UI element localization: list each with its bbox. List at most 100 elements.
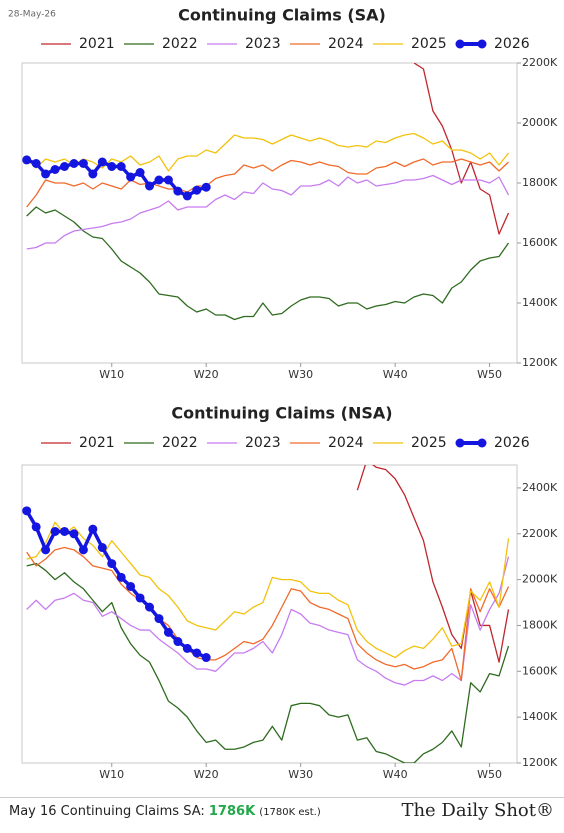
legend-label: 2024 (328, 435, 364, 451)
y-tick-label: 2000K (522, 116, 558, 129)
series-marker (69, 529, 79, 539)
series-line (26, 158, 509, 208)
chart-title: Continuing Claims (NSA) (171, 404, 392, 423)
legend-item: 2026 (455, 435, 530, 451)
x-tick-label: W10 (99, 768, 124, 781)
legend-marker (477, 39, 487, 49)
y-tick-label: 1800K (522, 176, 558, 189)
legend-label: 2025 (411, 36, 447, 52)
legend-item: 2023 (207, 36, 281, 52)
legend-item: 2022 (124, 36, 198, 52)
legend-item: 2023 (207, 435, 281, 451)
plot-area (22, 465, 510, 763)
series-marker (60, 526, 70, 536)
legend-label: 2026 (494, 36, 530, 52)
series-marker (182, 191, 192, 201)
y-tick-label: 2200K (522, 527, 558, 540)
series-marker (107, 559, 117, 569)
legend-item: 2026 (455, 36, 530, 52)
legend-item: 2021 (41, 36, 115, 52)
x-tick-label: W50 (477, 768, 502, 781)
series-marker (22, 506, 32, 516)
series-marker (116, 572, 126, 582)
x-tick-label: W20 (194, 768, 219, 781)
legend-label: 2023 (245, 36, 281, 52)
footer-note: (1780K est.) (259, 807, 321, 818)
series-marker (192, 648, 202, 658)
series-marker (126, 172, 136, 182)
legend-label: 2022 (162, 435, 198, 451)
chart-title: Continuing Claims (SA) (178, 6, 386, 25)
legend-item: 2024 (290, 36, 364, 52)
legend-label: 2026 (494, 435, 530, 451)
series-marker (97, 157, 107, 167)
series-marker (41, 169, 51, 179)
legend-item: 2025 (373, 36, 447, 52)
series-line (26, 521, 510, 659)
series-marker (192, 185, 202, 195)
brand: The Daily Shot® (401, 800, 554, 821)
series-marker (154, 614, 164, 624)
series-marker (60, 162, 70, 171)
series-line (26, 174, 510, 250)
series-marker (201, 182, 211, 192)
y-tick-label: 1600K (522, 664, 558, 677)
y-tick-label: 2400K (522, 481, 558, 494)
series-marker (145, 602, 155, 612)
series-line (413, 63, 510, 235)
series-marker (78, 545, 88, 555)
x-tick-label: W20 (194, 368, 219, 381)
legend-label: 2025 (411, 435, 447, 451)
series-marker (173, 186, 183, 196)
plot-frame (21, 62, 518, 364)
series-marker (116, 162, 126, 171)
series-marker (88, 524, 98, 534)
series-marker (163, 175, 173, 185)
x-tick-label: W30 (288, 368, 313, 381)
x-tick-label: W30 (288, 768, 313, 781)
series-marker (22, 155, 32, 165)
y-tick-label: 1200K (522, 356, 558, 369)
y-tick-label: 1800K (522, 618, 558, 631)
series-marker (201, 653, 211, 663)
series-marker (50, 165, 60, 174)
legend-label: 2021 (79, 36, 115, 52)
footer-label: May 16 Continuing Claims SA: (9, 804, 205, 819)
series-marker (145, 181, 155, 191)
series-marker (182, 643, 192, 653)
legend-label: 2024 (328, 36, 364, 52)
legend-marker (477, 438, 487, 448)
series-marker (163, 627, 173, 637)
legend-item: 2024 (290, 435, 364, 451)
series-marker (97, 543, 107, 553)
plot-frame (21, 464, 518, 764)
y-tick-label: 1600K (522, 236, 558, 249)
y-tick-label: 1400K (522, 296, 558, 309)
footer-value: 1786K (208, 804, 256, 819)
legend-marker (455, 438, 465, 448)
plot-area (22, 63, 510, 321)
series-marker (50, 526, 60, 536)
charts: 28-May-26 Continuing Claims (SA) 2021 2022… (8, 6, 558, 782)
series-marker (78, 159, 88, 168)
series-marker (126, 581, 136, 591)
y-tick-label: 1200K (522, 756, 558, 769)
series-marker (135, 593, 145, 603)
series-marker (135, 168, 145, 177)
legend-label: 2021 (79, 435, 115, 451)
series-marker (107, 162, 117, 171)
series-line (26, 562, 510, 763)
date-label: 28-May-26 (8, 10, 56, 20)
legend-item: 2022 (124, 435, 198, 451)
series-marker (69, 159, 79, 168)
legend-marker (455, 39, 465, 49)
x-tick-label: W50 (477, 368, 502, 381)
legend-item: 2021 (41, 435, 115, 451)
series-marker (31, 522, 41, 532)
y-tick-label: 1400K (522, 710, 558, 723)
series-marker (154, 175, 164, 185)
series-line (356, 465, 510, 663)
series-line (26, 556, 510, 686)
y-tick-label: 2200K (522, 56, 558, 69)
